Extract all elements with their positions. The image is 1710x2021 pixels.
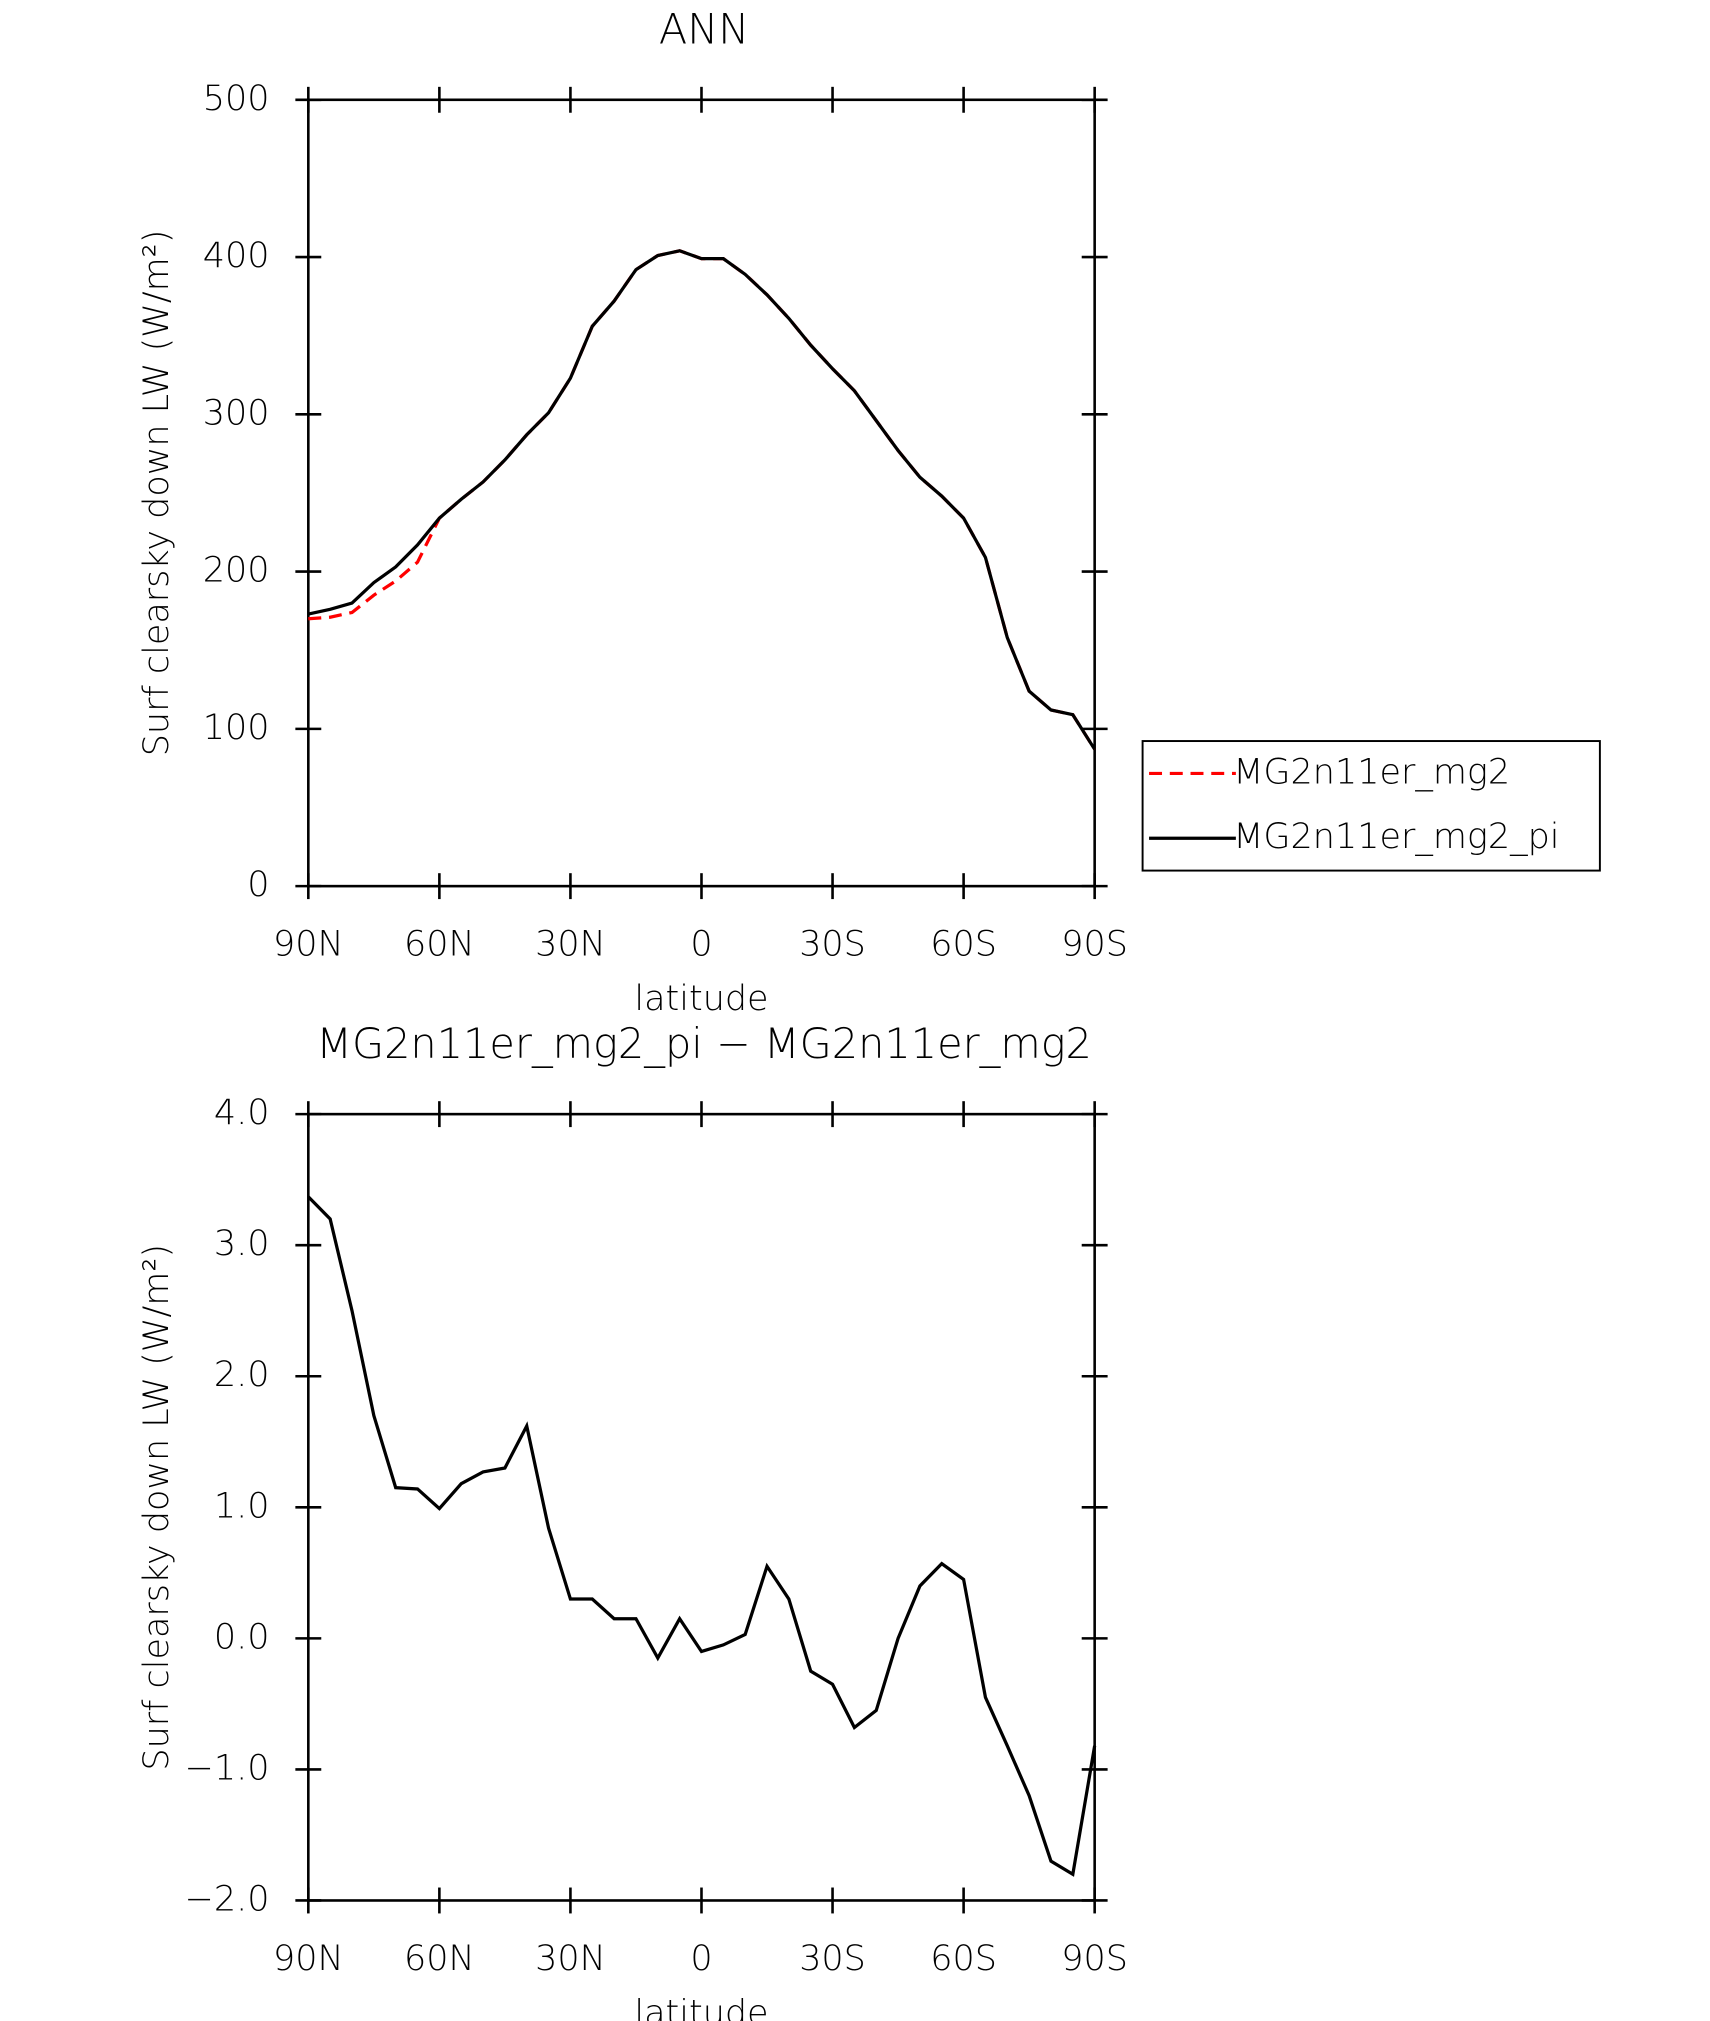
x-tick-label: 90N [273,1939,344,1979]
data-line [307,249,1097,751]
y-tick-label: 100 [203,708,270,748]
y-tick-label: −2.0 [185,1879,270,1919]
y-tick-label: 1.0 [214,1486,270,1526]
legend-label: MG2n11er_mg2 [1233,752,1510,792]
x-tick-label: 90S [1061,1939,1128,1979]
data-line [308,249,1097,751]
x-tick-label: 30N [535,925,606,965]
chart-title: MG2n11er_mg2_pi − MG2n11er_mg2 [316,1020,1092,1068]
x-tick-label: 0 [690,925,712,965]
x-tick-label: 90S [1061,925,1128,965]
x-tick-label: 60N [404,925,475,965]
y-tick-label: 300 [203,393,270,433]
y-tick-label: −1.0 [185,1748,270,1788]
x-tick-label: 60S [930,1939,997,1979]
plot-frame [307,1112,1096,1902]
y-axis-label: Surf clearsky down LW (W/m²) [137,230,177,757]
y-tick-label: 0 [247,865,269,905]
x-tick-label: 60N [404,1939,475,1979]
y-axis-label: Surf clearsky down LW (W/m²) [137,1244,177,1771]
legend-box [1141,740,1601,872]
y-tick-label: 2.0 [214,1355,270,1395]
chart-title: ANN [659,5,749,53]
y-tick-label: 200 [203,551,270,591]
legend-label: MG2n11er_mg2_pi [1233,817,1559,857]
x-axis-label: latitude [634,1993,768,2021]
x-tick-label: 60S [930,925,997,965]
x-axis-label: latitude [634,979,768,1019]
y-tick-label: 0.0 [214,1617,270,1657]
data-line [307,1195,1097,1877]
x-tick-label: 0 [690,1939,712,1979]
y-tick-label: 3.0 [214,1224,270,1264]
plot-frame [307,98,1096,888]
y-tick-label: 4.0 [214,1093,270,1133]
y-tick-label: 500 [203,79,270,119]
x-tick-label: 90N [273,925,344,965]
y-tick-label: 400 [203,236,270,276]
x-tick-label: 30S [799,925,866,965]
x-tick-label: 30S [799,1939,866,1979]
x-tick-label: 30N [535,1939,606,1979]
